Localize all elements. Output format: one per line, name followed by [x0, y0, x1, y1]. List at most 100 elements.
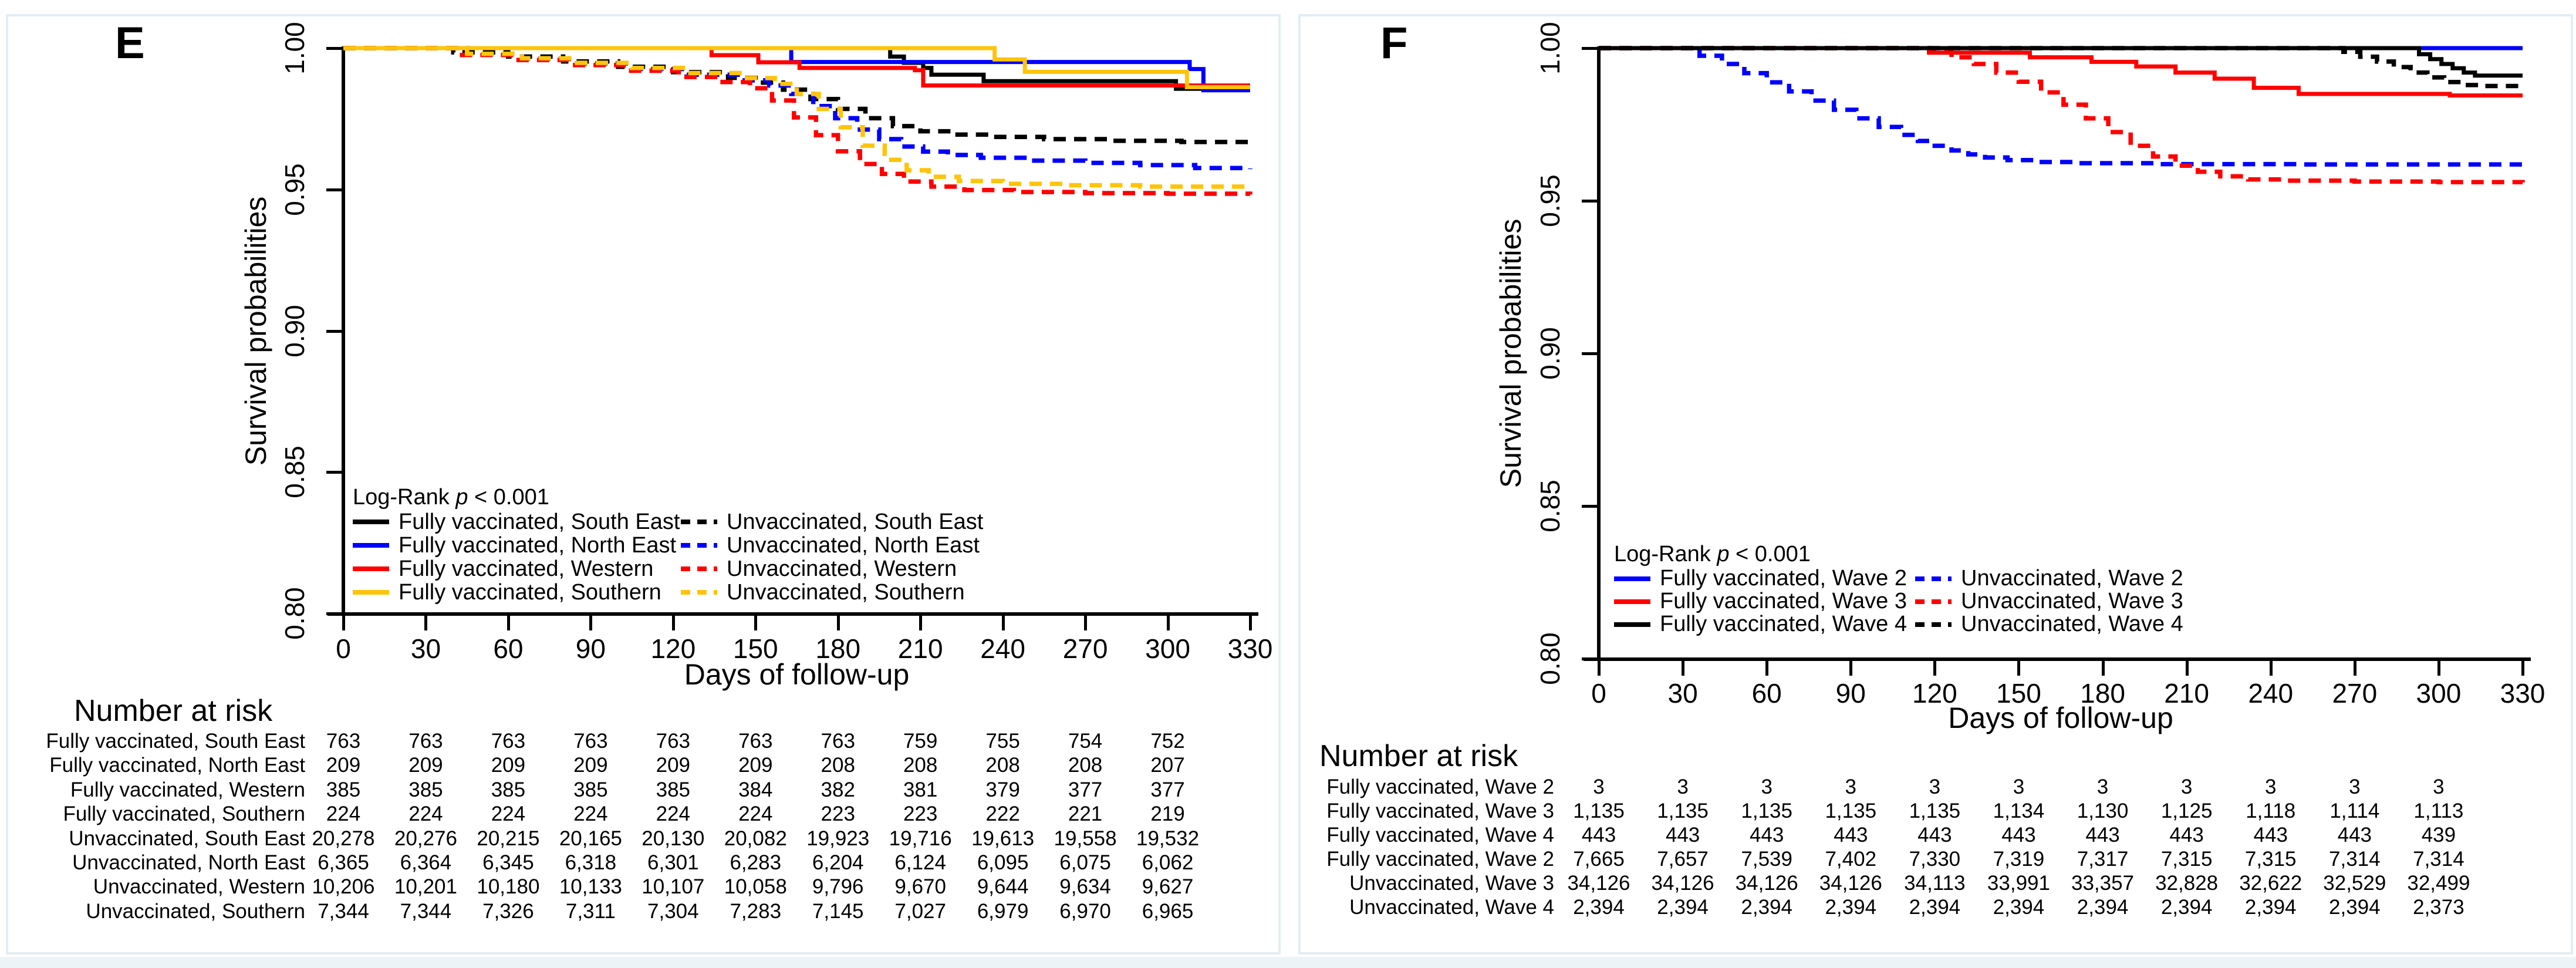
y-axis-title-text: Survival probabilities [1494, 218, 1527, 488]
x-tick-mark [424, 615, 428, 630]
legend-dashed-line-swatch [1915, 622, 1952, 627]
x-tick-mark [836, 615, 840, 630]
survival-curve-unvaccinated-north-east-dashed [343, 46, 1252, 170]
x-tick-mark [2437, 660, 2440, 676]
risk-value: 221 [1068, 802, 1103, 826]
risk-value: 7,304 [647, 899, 699, 923]
survival-curve-unvaccinated-western-dashed [343, 46, 1252, 196]
x-tick-mark [507, 615, 510, 630]
risk-value: 7,317 [2077, 848, 2129, 871]
risk-value: 9,644 [977, 875, 1029, 899]
risk-value: 3 [2096, 775, 2109, 798]
legend-entry-fully-vaccinated-southern: Fully vaccinated, Southern [353, 580, 661, 605]
legend-label: Unvaccinated, Western [727, 556, 957, 581]
risk-value: 2,394 [1741, 896, 1792, 919]
risk-value: 6,301 [647, 851, 699, 874]
risk-value: 3 [1593, 775, 1605, 798]
x-tick-label: 120 [650, 633, 696, 664]
risk-value: 2,394 [1573, 896, 1625, 919]
risk-value: 1,130 [2077, 800, 2129, 822]
risk-value: 7,314 [2329, 848, 2381, 871]
risk-value: 224 [573, 802, 608, 826]
risk-value: 7,539 [1741, 848, 1792, 871]
risk-row-label: Fully vaccinated, Wave 4 [1326, 824, 1554, 846]
logrank-p-symbol: p [1717, 542, 1730, 566]
legend-entry-unvaccinated-wave-4: Unvaccinated, Wave 4 [1915, 612, 2183, 636]
y-tick-mark [1582, 657, 1598, 660]
risk-row-label: Unvaccinated, Western [93, 875, 305, 899]
y-tick-text: 0.85 [1535, 480, 1565, 532]
risk-table-title: Number at risk [74, 694, 273, 728]
risk-value: 3 [1761, 775, 1773, 798]
y-tick-text: 0.80 [279, 587, 310, 640]
x-tick-mark [919, 615, 923, 630]
legend-solid-line-swatch [1614, 622, 1650, 627]
risk-value: 208 [1068, 754, 1103, 777]
risk-value: 443 [1834, 824, 1868, 846]
risk-table-title: Number at risk [1319, 739, 1518, 773]
legend-label: Fully vaccinated, South East [399, 509, 680, 534]
risk-value: 377 [1068, 778, 1103, 801]
risk-row-label: Fully vaccinated, North East [49, 754, 305, 777]
risk-value: 7,326 [482, 899, 534, 923]
page-bottom-strip [0, 957, 2576, 968]
legend-entry-fully-vaccinated-wave-3: Fully vaccinated, Wave 3 [1614, 589, 1907, 613]
risk-row-label: Unvaccinated, Wave 4 [1349, 896, 1554, 919]
legend-entry-unvaccinated-wave-2: Unvaccinated, Wave 2 [1915, 566, 2183, 591]
risk-value: 223 [821, 802, 855, 826]
risk-value: 7,319 [1993, 848, 2045, 871]
panel-label: E [115, 18, 145, 68]
risk-value: 7,657 [1657, 848, 1709, 871]
logrank-prefix: Log-Rank [1614, 542, 1717, 566]
survival-curve-unvaccinated-southern-dashed [343, 46, 1252, 189]
x-tick-mark [671, 615, 675, 630]
legend-label: Unvaccinated, Wave 2 [1961, 566, 2183, 591]
x-tick-label: 210 [897, 633, 943, 664]
risk-value: 10,180 [477, 875, 540, 899]
legend-solid-line-swatch [353, 520, 389, 524]
risk-value: 6,965 [1142, 899, 1194, 923]
y-tick-text: 0.85 [279, 446, 310, 499]
risk-value: 6,970 [1059, 899, 1111, 923]
x-tick-mark [2353, 660, 2356, 676]
risk-row-label: Fully vaccinated, Wave 2 [1326, 775, 1554, 798]
risk-value: 763 [491, 730, 526, 753]
legend-solid-line-swatch [353, 566, 389, 571]
y-tick-text: 0.95 [279, 163, 310, 216]
risk-value: 209 [491, 754, 526, 777]
risk-value: 3 [1929, 775, 1941, 798]
x-tick-label: 0 [336, 633, 351, 664]
risk-value: 1,113 [2413, 800, 2464, 822]
x-tick-mark [1598, 660, 1601, 676]
risk-value: 384 [738, 778, 773, 801]
y-tick-mark [326, 188, 342, 191]
risk-value: 443 [2337, 824, 2372, 846]
x-tick-mark [1849, 660, 1853, 676]
risk-value: 209 [408, 754, 443, 777]
survival-plot [343, 46, 1252, 196]
risk-value: 7,344 [400, 899, 452, 923]
risk-value: 9,670 [894, 875, 946, 899]
x-tick-label: 330 [2500, 678, 2545, 709]
risk-value: 208 [985, 754, 1020, 777]
legend-entry-fully-vaccinated-north-east: Fully vaccinated, North East [353, 533, 676, 558]
risk-value: 10,058 [724, 875, 787, 899]
risk-value: 2,394 [2077, 896, 2129, 919]
x-tick-mark [2185, 660, 2189, 676]
legend-solid-line-swatch [353, 590, 389, 595]
risk-value: 2,394 [1825, 896, 1877, 919]
legend-entry-unvaccinated-south-east: Unvaccinated, South East [681, 510, 983, 534]
risk-value: 34,113 [1904, 872, 1966, 895]
risk-value: 3 [2180, 775, 2193, 798]
legend-dashed-line-swatch [681, 566, 717, 571]
risk-value: 2,394 [1657, 896, 1709, 919]
legend-solid-line-swatch [1614, 576, 1650, 581]
risk-value: 382 [821, 778, 855, 801]
legend-entry-unvaccinated-southern: Unvaccinated, Southern [681, 580, 965, 605]
survival-curve-unvaccinated-wave-2-dashed [1599, 46, 2525, 167]
survival-curve-unvaccinated-wave-4-dashed [1599, 46, 2525, 89]
x-tick-label: 30 [1667, 678, 1698, 709]
risk-value: 6,124 [894, 851, 946, 874]
risk-value: 20,130 [642, 827, 705, 850]
risk-value: 20,165 [559, 827, 622, 850]
